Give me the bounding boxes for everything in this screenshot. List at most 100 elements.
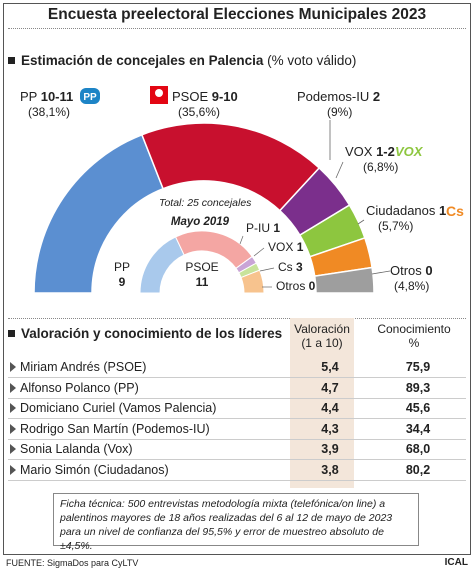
leader-known: 34,4 xyxy=(405,421,431,436)
table-row: Mario Simón (Ciudadanos) 3,8 80,2 xyxy=(8,459,466,481)
otros-2019-label-party: Otros xyxy=(276,279,309,293)
table-row: Domiciano Curiel (Vamos Palencia) 4,4 45,6 xyxy=(8,397,466,419)
frame xyxy=(3,3,471,555)
inner-arc-group xyxy=(139,230,265,294)
podemos-label: Podemos-IU 2 xyxy=(297,89,380,104)
leader-name: Domiciano Curiel (Vamos Palencia) xyxy=(20,401,217,415)
page-title: Encuesta preelectoral Elecciones Municip… xyxy=(47,6,427,23)
known-header-line2: % xyxy=(408,336,420,350)
table-row: Rodrigo San Martín (Podemos-IU) 4,3 34,4 xyxy=(8,418,466,440)
leader-known: 80,2 xyxy=(405,462,431,477)
connector-lines xyxy=(239,120,391,288)
podemos-party: Podemos-IU xyxy=(297,89,373,104)
cs-logo-icon: Cs xyxy=(446,203,464,219)
cs-label: Ciudadanos 1 xyxy=(366,203,446,218)
cs-party: Ciudadanos xyxy=(366,203,439,218)
leader-rating: 4,7 xyxy=(321,380,339,395)
section1-heading: Estimación de concejales en Palencia (% … xyxy=(8,53,356,68)
bullet-square-icon xyxy=(8,329,15,337)
leader-known: 45,6 xyxy=(405,401,431,415)
piu-2019-label-seats: 1 xyxy=(273,221,280,235)
otros-party: Otros xyxy=(390,263,425,278)
section2-title: Valoración y conocimiento de los líderes xyxy=(21,326,283,341)
leader-rating: 3,8 xyxy=(321,462,339,477)
separator xyxy=(8,28,466,29)
leader-known: 75,9 xyxy=(405,360,431,374)
pp-logo-bg xyxy=(80,88,100,104)
pp-logo-text: PP xyxy=(83,92,97,103)
connector-line-2019 xyxy=(259,267,275,272)
seat-arc-otros xyxy=(313,266,375,294)
psoe-2019-seats: 11 xyxy=(196,275,209,289)
vox-2019-label-seats: 1 xyxy=(297,240,304,254)
connector-line xyxy=(357,219,365,225)
vox-logo-icon: VOX xyxy=(395,144,424,159)
psoe-party: PSOE xyxy=(172,89,212,104)
row-triangle-icon xyxy=(10,444,16,454)
cs-2019-label: Cs 3 xyxy=(278,260,303,274)
rating-header-line1: Valoración xyxy=(294,322,350,336)
row-triangle-icon xyxy=(10,464,16,475)
pp-2019-seats: 9 xyxy=(119,275,126,289)
total-label: Total: 25 concejales xyxy=(159,197,252,209)
pp-party: PP xyxy=(20,89,41,104)
piu-2019-label: P-IU 1 xyxy=(246,221,280,235)
connector-line xyxy=(335,161,344,179)
otros-label: Otros 0 xyxy=(390,263,433,278)
vox-pct: (6,8%) xyxy=(363,160,398,174)
leader-name: Sonia Lalanda (Vox) xyxy=(20,442,133,456)
separator xyxy=(8,318,466,319)
row-triangle-icon xyxy=(10,423,16,434)
leader-name: Rodrigo San Martín (Podemos-IU) xyxy=(20,421,210,436)
source-footer: FUENTE: SigmaDos para CyLTV xyxy=(6,558,139,568)
psoe-pct: (35,6%) xyxy=(178,105,220,119)
seat-chart: PP 10-11(38,1%)PP PSOE 9-10(35,6%)Podemos… xyxy=(20,86,464,294)
rating-header-line2: (1 a 10) xyxy=(301,336,343,350)
leader-rating: 5,4 xyxy=(321,360,339,374)
section1-title: Estimación de concejales en Palencia xyxy=(21,53,264,68)
leader-known: 68,0 xyxy=(405,442,431,456)
pp-pct: (38,1%) xyxy=(28,105,70,119)
leader-rating: 4,4 xyxy=(321,401,339,415)
pp-label: PP 10-11 xyxy=(20,89,73,104)
table-row: Miriam Andrés (PSOE) 5,4 75,9 xyxy=(8,356,466,378)
pp-logo-icon: PP xyxy=(80,88,100,104)
connector-line xyxy=(371,270,391,275)
row-triangle-icon xyxy=(10,403,16,413)
pp-seats: 10-11 xyxy=(41,89,74,104)
brand-logo: ICAL xyxy=(444,557,468,568)
technical-note: Ficha técnica: 500 entrevistas metodolog… xyxy=(53,493,419,552)
row-triangle-icon xyxy=(10,362,16,372)
cs-seats: 1 xyxy=(439,203,446,218)
pp-2019-party: PP xyxy=(114,260,130,274)
piu-2019-label-party: P-IU xyxy=(246,221,273,235)
leader-name: Alfonso Polanco (PP) xyxy=(20,380,139,395)
vox-2019-label: VOX 1 xyxy=(268,240,304,254)
psoe-seats: 9-10 xyxy=(212,89,238,104)
psoe-rose-icon xyxy=(150,86,168,104)
otros-seats: 0 xyxy=(425,263,432,278)
row-triangle-icon xyxy=(10,382,16,393)
cs-2019-label-party: Cs xyxy=(278,260,296,274)
podemos-seats: 2 xyxy=(373,89,380,104)
psoe-logo-rose xyxy=(155,89,163,97)
vox-2019-label-party: VOX xyxy=(268,240,297,254)
leader-name: Miriam Andrés (PSOE) xyxy=(20,360,147,374)
leader-rating: 4,3 xyxy=(321,421,339,436)
rating-column-header: Valoración (1 a 10) xyxy=(290,322,354,350)
section1-subtitle: (% voto válido) xyxy=(267,53,357,68)
leader-name: Mario Simón (Ciudadanos) xyxy=(20,462,169,477)
leader-known: 89,3 xyxy=(405,380,431,395)
psoe-2019-party: PSOE xyxy=(185,260,218,274)
table-row: Alfonso Polanco (PP) 4,7 89,3 xyxy=(8,377,466,399)
podemos-pct: (9%) xyxy=(327,105,352,119)
otros-pct: (4,8%) xyxy=(394,279,429,293)
otros-2019-label-seats: 0 xyxy=(309,279,316,293)
seat-arc-2019-cs xyxy=(240,269,265,294)
seat-arc-pp xyxy=(33,133,165,294)
previous-title: Mayo 2019 xyxy=(171,216,230,228)
known-header-line1: Conocimiento xyxy=(377,322,451,336)
known-column-header: Conocimiento % xyxy=(370,322,458,350)
label-group: PP 10-11(38,1%)PP PSOE 9-10(35,6%)Podemos… xyxy=(20,86,464,293)
connector-line-2019 xyxy=(239,235,244,245)
